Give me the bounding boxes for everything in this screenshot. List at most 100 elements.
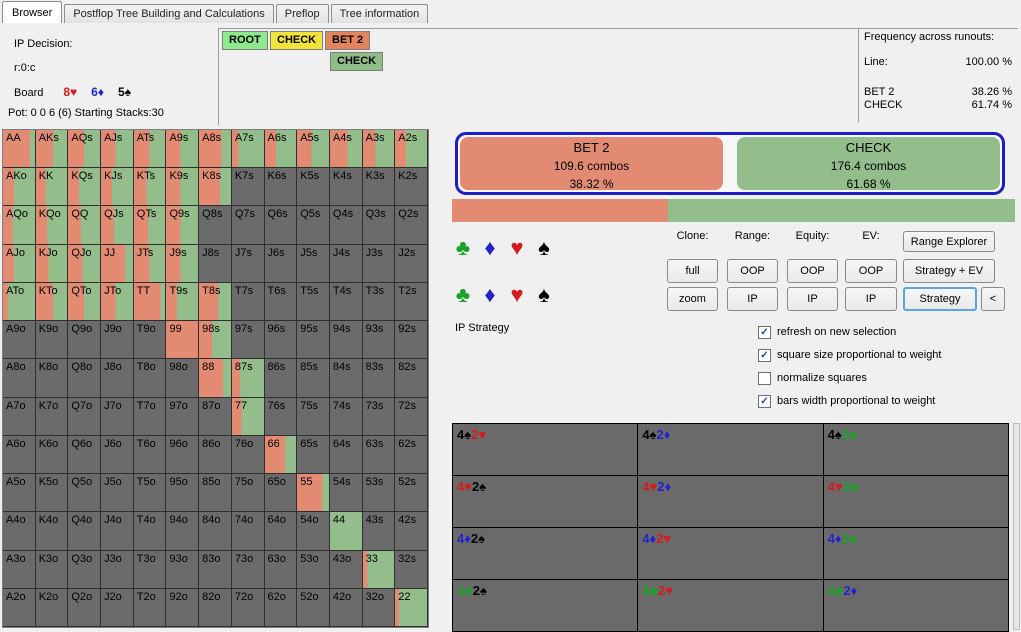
matrix-cell-95o[interactable]: 95o (166, 474, 200, 513)
strategy-button[interactable]: Strategy (903, 287, 977, 311)
matrix-cell-T4o[interactable]: T4o (133, 512, 167, 551)
oop-button-2[interactable]: OOP (787, 259, 838, 283)
matrix-cell-66[interactable]: 66 (264, 435, 298, 475)
tree-node-bet-2-2[interactable]: BET 2 (325, 31, 371, 50)
matrix-cell-J4o[interactable]: J4o (101, 512, 134, 551)
matrix-cell-AKs[interactable]: AKs (35, 130, 69, 169)
matrix-cell-JJ[interactable]: JJ (101, 244, 134, 283)
matrix-cell-T3o[interactable]: T3o (133, 550, 167, 589)
matrix-cell-KQo[interactable]: KQo (35, 206, 69, 245)
matrix-cell-99[interactable]: 99 (166, 321, 200, 360)
matrix-cell-72s[interactable]: 72s (395, 397, 428, 436)
tab-postflop-tree-building-and-calculations[interactable]: Postflop Tree Building and Calculations (64, 4, 274, 23)
matrix-cell-43s[interactable]: 43s (362, 512, 396, 551)
spade-icon[interactable]: ♠ (538, 235, 550, 260)
matrix-cell-T6o[interactable]: T6o (133, 435, 167, 475)
matrix-cell-64o[interactable]: 64o (264, 512, 298, 551)
matrix-cell-A3s[interactable]: A3s (362, 130, 396, 169)
heart-icon[interactable]: ♥ (510, 282, 524, 307)
matrix-cell-T2s[interactable]: T2s (395, 282, 428, 322)
oop-button-3[interactable]: OOP (845, 259, 897, 283)
matrix-cell-J7s[interactable]: J7s (231, 244, 265, 283)
matrix-cell-A2o[interactable]: A2o (3, 588, 36, 627)
matrix-cell-J9s[interactable]: J9s (166, 244, 200, 283)
matrix-cell-KTs[interactable]: KTs (133, 168, 167, 207)
matrix-cell-A5s[interactable]: A5s (297, 130, 330, 169)
matrix-cell-T5o[interactable]: T5o (133, 474, 167, 513)
matrix-cell-75o[interactable]: 75o (231, 474, 265, 513)
matrix-cell-K9o[interactable]: K9o (35, 321, 69, 360)
matrix-cell-QTs[interactable]: QTs (133, 206, 167, 245)
matrix-cell-53s[interactable]: 53s (362, 474, 396, 513)
combo-cell-4s2c[interactable]: 4♠2♣ (823, 424, 1009, 476)
matrix-cell-94s[interactable]: 94s (329, 321, 363, 360)
combo-cell-4d2c[interactable]: 4♦2♣ (823, 528, 1009, 580)
matrix-cell-43o[interactable]: 43o (329, 550, 363, 589)
matrix-cell-Q6s[interactable]: Q6s (264, 206, 298, 245)
matrix-cell-K2s[interactable]: K2s (395, 168, 428, 207)
matrix-cell-Q5o[interactable]: Q5o (68, 474, 102, 513)
tab-tree-information[interactable]: Tree information (330, 4, 429, 23)
combo-cell-4d2h[interactable]: 4♦2♥ (638, 528, 824, 580)
matrix-cell-J6s[interactable]: J6s (264, 244, 298, 283)
club-icon[interactable]: ♣ (455, 235, 471, 260)
matrix-cell-75s[interactable]: 75s (297, 397, 330, 436)
matrix-cell-KK[interactable]: KK (35, 168, 69, 207)
matrix-cell-42s[interactable]: 42s (395, 512, 428, 551)
matrix-cell-AA[interactable]: AA (3, 130, 36, 169)
matrix-cell-J7o[interactable]: J7o (101, 397, 134, 436)
ip-button-1[interactable]: IP (727, 287, 778, 311)
matrix-cell-53o[interactable]: 53o (297, 550, 330, 589)
matrix-cell-AJs[interactable]: AJs (101, 130, 134, 169)
matrix-cell-K4s[interactable]: K4s (329, 168, 363, 207)
matrix-cell-73s[interactable]: 73s (362, 397, 396, 436)
matrix-cell-Q2s[interactable]: Q2s (395, 206, 428, 245)
matrix-cell-84o[interactable]: 84o (199, 512, 232, 551)
matrix-cell-A7o[interactable]: A7o (3, 397, 36, 436)
checkbox-bars-width-proportional-to-weight[interactable]: ✓ (758, 394, 771, 408)
tree-node-check-1[interactable]: CHECK (270, 31, 324, 50)
matrix-cell-A9s[interactable]: A9s (166, 130, 200, 169)
matrix-cell-83s[interactable]: 83s (362, 359, 396, 398)
matrix-cell-73o[interactable]: 73o (231, 550, 265, 589)
matrix-cell-33[interactable]: 33 (362, 550, 396, 589)
matrix-cell-K8o[interactable]: K8o (35, 359, 69, 398)
checkbox-row[interactable]: ✓ refresh on new selection (758, 325, 896, 339)
matrix-cell-QTo[interactable]: QTo (68, 282, 102, 322)
matrix-cell-63s[interactable]: 63s (362, 435, 396, 475)
matrix-cell-A6s[interactable]: A6s (264, 130, 298, 169)
matrix-cell-85s[interactable]: 85s (297, 359, 330, 398)
matrix-cell-22[interactable]: 22 (395, 588, 428, 627)
matrix-cell-K5o[interactable]: K5o (35, 474, 69, 513)
checkbox-square-size-proportional-to-weight[interactable]: ✓ (758, 348, 771, 362)
ip-button-3[interactable]: IP (845, 287, 897, 311)
matrix-cell-KQs[interactable]: KQs (68, 168, 102, 207)
matrix-cell-AJo[interactable]: AJo (3, 244, 36, 283)
matrix-cell-T2o[interactable]: T2o (133, 588, 167, 627)
matrix-cell-54o[interactable]: 54o (297, 512, 330, 551)
matrix-cell-J2s[interactable]: J2s (395, 244, 428, 283)
matrix-cell-K3o[interactable]: K3o (35, 550, 69, 589)
matrix-cell-T9o[interactable]: T9o (133, 321, 167, 360)
matrix-cell-Q9o[interactable]: Q9o (68, 321, 102, 360)
matrix-cell-ATo[interactable]: ATo (3, 282, 36, 322)
matrix-cell-J3s[interactable]: J3s (362, 244, 396, 283)
matrix-cell-Q3o[interactable]: Q3o (68, 550, 102, 589)
matrix-cell-Q4o[interactable]: Q4o (68, 512, 102, 551)
matrix-cell-A4s[interactable]: A4s (329, 130, 363, 169)
matrix-cell-KJo[interactable]: KJo (35, 244, 69, 283)
combo-cell-4c2s[interactable]: 4♣2♠ (453, 580, 639, 632)
matrix-cell-63o[interactable]: 63o (264, 550, 298, 589)
combo-cell-4h2s[interactable]: 4♥2♠ (453, 476, 639, 528)
matrix-cell-J5s[interactable]: J5s (297, 244, 330, 283)
combo-grid-scrollbar[interactable] (1013, 423, 1020, 630)
tree-node-check-3[interactable]: CHECK (330, 52, 384, 71)
matrix-cell-94o[interactable]: 94o (166, 512, 200, 551)
matrix-cell-J2o[interactable]: J2o (101, 588, 134, 627)
spade-icon[interactable]: ♠ (538, 282, 550, 307)
matrix-cell-A2s[interactable]: A2s (395, 130, 428, 169)
matrix-cell-J3o[interactable]: J3o (101, 550, 134, 589)
matrix-cell-J4s[interactable]: J4s (329, 244, 363, 283)
matrix-cell-52o[interactable]: 52o (297, 588, 330, 627)
matrix-cell-86s[interactable]: 86s (264, 359, 298, 398)
